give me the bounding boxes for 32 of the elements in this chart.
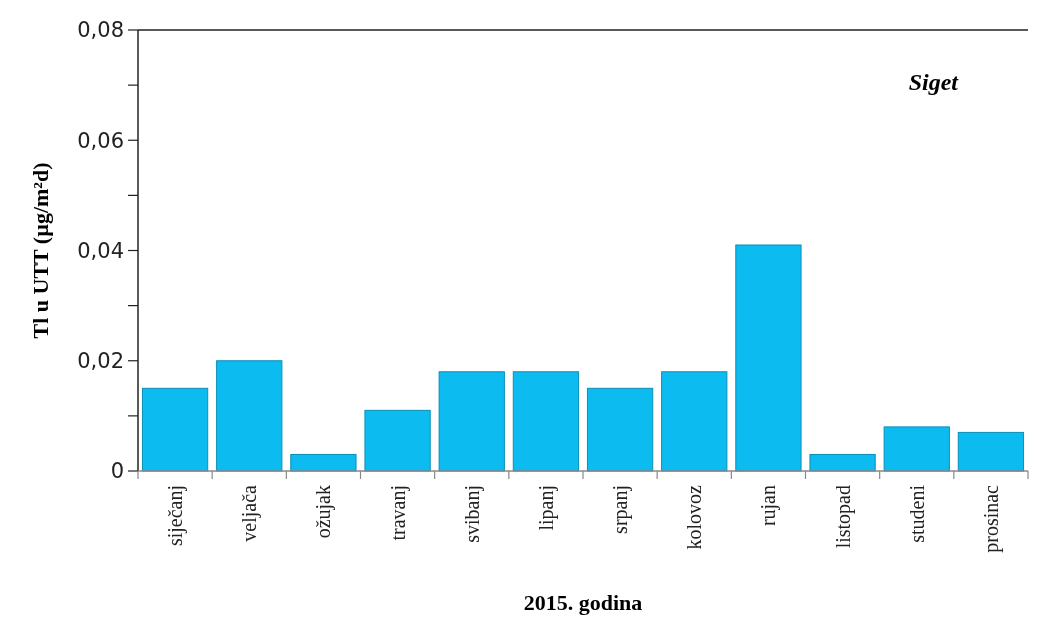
y-tick-label: 0,08 — [77, 18, 124, 43]
annotation: Siget — [908, 69, 960, 95]
x-tick-label: rujan — [757, 485, 781, 527]
bar — [438, 371, 505, 472]
bar — [364, 409, 431, 472]
bar — [957, 431, 1025, 472]
x-tick-label: ožujak — [312, 485, 336, 539]
bar — [216, 360, 283, 472]
bar — [586, 387, 654, 472]
y-tick-label: 0,06 — [77, 128, 124, 153]
bar — [512, 371, 580, 472]
bar — [290, 453, 357, 472]
bar — [661, 371, 728, 472]
bar — [735, 244, 802, 472]
x-tick-label: veljača — [238, 484, 262, 542]
x-tick-label: srpanj — [609, 485, 633, 534]
x-tick-label: travanj — [386, 485, 410, 541]
x-tick-label: studeni — [905, 484, 928, 543]
bar — [883, 426, 950, 472]
y-axis-title: Tl u UTT (µg/m²d) — [28, 162, 53, 339]
bar — [809, 453, 876, 472]
y-tick-label: 0 — [110, 459, 124, 484]
y-tick-label: 0,04 — [77, 238, 124, 263]
x-tick-label: listopad — [831, 485, 855, 549]
x-tick-label: prosinac — [979, 484, 1003, 553]
x-tick-label: svibanj — [460, 485, 484, 543]
x-tick-label: kolovoz — [683, 484, 706, 550]
x-tick-label: lipanj — [534, 485, 558, 531]
x-axis-title: 2015. godina — [523, 590, 643, 615]
y-tick-label: 0,02 — [77, 349, 124, 374]
x-tick-label: siječanj — [164, 485, 188, 547]
bar — [141, 387, 209, 472]
